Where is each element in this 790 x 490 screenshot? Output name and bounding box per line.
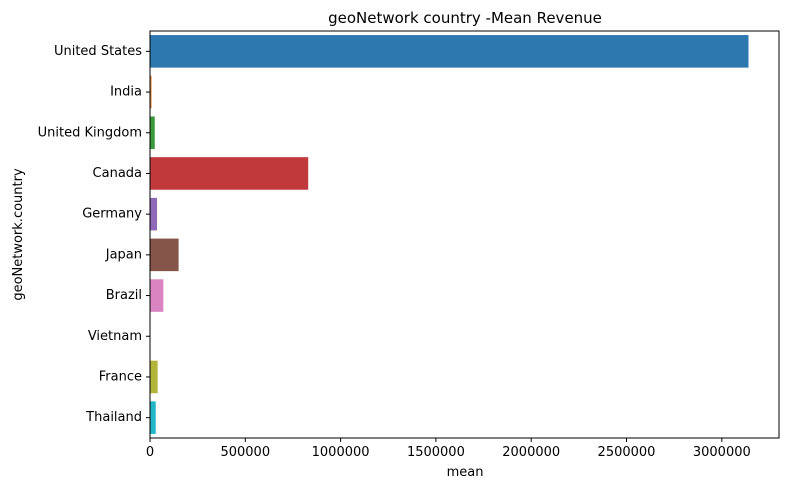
y-tick-label: Japan bbox=[105, 247, 142, 262]
y-axis-ticks: United States India United Kingdom Canada Ge… bbox=[38, 44, 150, 425]
plot-frame bbox=[149, 30, 780, 439]
bar-canada bbox=[150, 157, 309, 190]
y-tick-label: Germany bbox=[82, 207, 142, 222]
y-tick-label: Canada bbox=[93, 166, 142, 181]
y-tick-label: France bbox=[99, 369, 142, 384]
x-tick-label: 3000000 bbox=[693, 445, 751, 460]
y-tick-label: Thailand bbox=[85, 410, 142, 425]
x-tick-label: 2000000 bbox=[502, 445, 560, 460]
y-tick-label: United Kingdom bbox=[38, 125, 142, 140]
x-tick-label: 2500000 bbox=[598, 445, 656, 460]
bar-united-kingdom bbox=[150, 116, 155, 150]
y-axis-label: geoNetwork.country bbox=[11, 168, 26, 301]
y-tick-label: United States bbox=[54, 44, 142, 59]
x-tick-label: 1500000 bbox=[407, 445, 465, 460]
y-tick-label: Vietnam bbox=[88, 329, 142, 344]
bar-india bbox=[150, 75, 152, 109]
x-axis-label: mean bbox=[447, 465, 484, 480]
bar-japan bbox=[150, 238, 179, 272]
x-tick-label: 0 bbox=[146, 445, 154, 460]
x-tick-label: 500000 bbox=[220, 445, 270, 460]
bar-brazil bbox=[150, 279, 164, 312]
bar-germany bbox=[150, 197, 158, 231]
bar-france bbox=[150, 360, 158, 394]
x-axis-ticks: 0 500000 1000000 1500000 2000000 2500000 30000… bbox=[146, 438, 751, 460]
bars-group bbox=[150, 35, 749, 434]
bar-united-states bbox=[150, 35, 749, 68]
y-tick-label: India bbox=[110, 85, 142, 100]
bar-thailand bbox=[150, 401, 156, 434]
x-tick-label: 1000000 bbox=[312, 445, 370, 460]
chart-title: geoNetwork country -Mean Revenue bbox=[328, 9, 602, 27]
y-tick-label: Brazil bbox=[106, 288, 142, 303]
